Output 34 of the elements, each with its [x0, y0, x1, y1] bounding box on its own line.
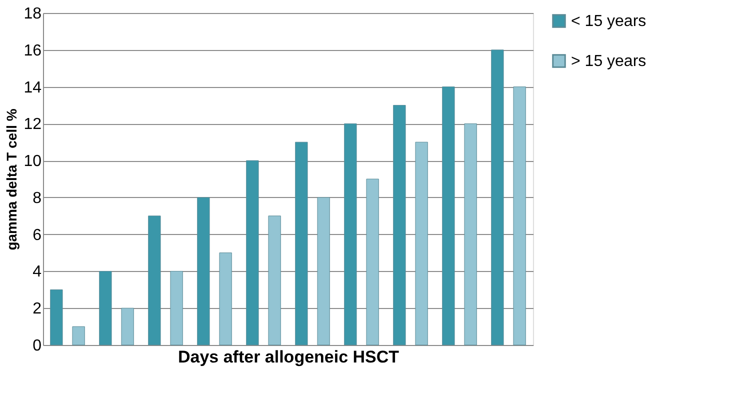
y-tick-label: 0 — [32, 338, 42, 354]
y-tick-label: 16 — [24, 42, 42, 60]
bar — [464, 123, 477, 346]
y-tick-label: 10 — [24, 153, 42, 170]
bar — [366, 178, 379, 346]
bar — [121, 308, 134, 346]
bar — [99, 270, 112, 346]
bar — [317, 197, 330, 346]
y-tick-label: 18 — [24, 6, 42, 22]
legend-label: < 15 years — [571, 13, 646, 30]
bar — [72, 326, 85, 346]
y-axis-title: gamma delta T cell % — [4, 108, 20, 250]
bar — [219, 252, 232, 346]
bar — [197, 197, 210, 346]
legend-label: > 15 years — [571, 53, 646, 70]
y-tick-label: 2 — [32, 300, 42, 318]
bar — [344, 123, 357, 346]
y-tick-label: 14 — [24, 79, 42, 96]
bar — [415, 142, 428, 346]
bar — [268, 216, 281, 346]
y-tick-label: 8 — [32, 190, 42, 207]
bar — [393, 104, 406, 346]
bar — [246, 160, 259, 346]
x-axis-title: Days after allogeneic HSCT — [178, 348, 400, 366]
bar — [491, 50, 504, 346]
bar — [170, 270, 183, 346]
bar — [295, 142, 308, 346]
bar — [148, 216, 161, 346]
y-tick-label: 12 — [24, 116, 42, 134]
bar — [50, 289, 63, 346]
bar — [442, 86, 455, 346]
bar — [513, 86, 526, 346]
y-tick-label: 6 — [32, 226, 42, 244]
y-tick-label: 4 — [32, 264, 42, 281]
